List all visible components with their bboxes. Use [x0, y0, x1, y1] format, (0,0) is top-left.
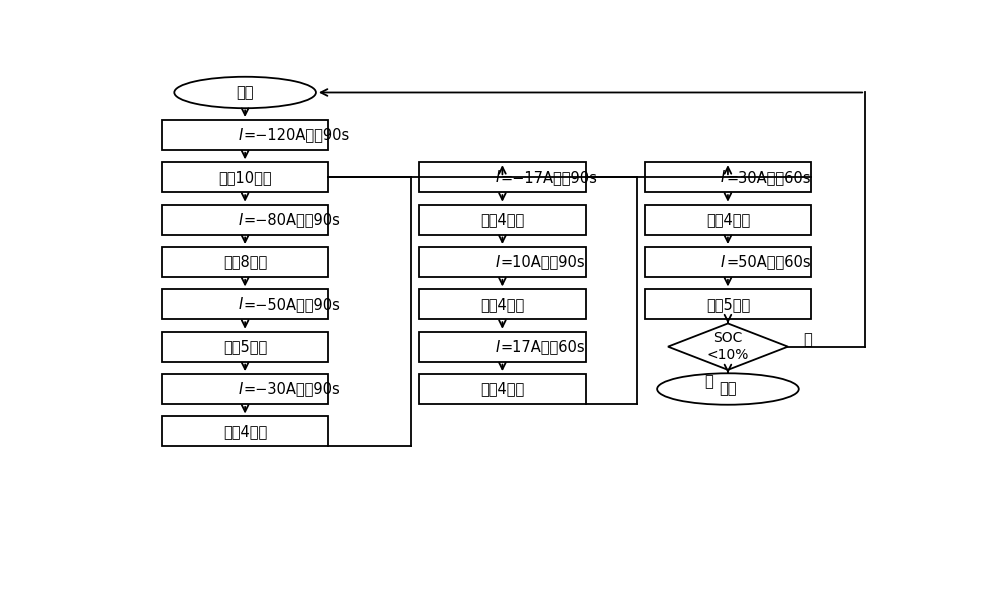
Text: $I$: $I$	[495, 169, 501, 185]
FancyBboxPatch shape	[162, 120, 328, 150]
FancyBboxPatch shape	[419, 205, 586, 234]
FancyBboxPatch shape	[162, 162, 328, 192]
Text: $I$: $I$	[495, 338, 501, 355]
Text: =50A充电60s: =50A充电60s	[726, 254, 811, 270]
Text: =10A充电90s: =10A充电90s	[501, 254, 586, 270]
Text: 静置4分钟: 静置4分钟	[480, 297, 525, 312]
Text: 开始: 开始	[236, 85, 254, 100]
FancyBboxPatch shape	[419, 374, 586, 404]
Text: =−120A放电90s: =−120A放电90s	[244, 127, 350, 142]
Text: $I$: $I$	[720, 254, 726, 270]
FancyBboxPatch shape	[162, 374, 328, 404]
FancyBboxPatch shape	[645, 162, 811, 192]
Text: 否: 否	[803, 332, 812, 347]
FancyBboxPatch shape	[419, 247, 586, 277]
Text: =17A充电60s: =17A充电60s	[501, 339, 586, 354]
Text: =−80A放电90s: =−80A放电90s	[244, 212, 340, 227]
FancyBboxPatch shape	[162, 332, 328, 362]
Text: $I$: $I$	[720, 169, 726, 185]
Text: 静置4分钟: 静置4分钟	[480, 382, 525, 396]
FancyBboxPatch shape	[645, 205, 811, 234]
Text: 结束: 结束	[719, 382, 737, 396]
Ellipse shape	[657, 373, 799, 405]
FancyBboxPatch shape	[419, 162, 586, 192]
Text: 静置4分钟: 静置4分钟	[223, 424, 267, 439]
Text: $I$: $I$	[495, 254, 501, 270]
FancyBboxPatch shape	[162, 247, 328, 277]
Text: 静置5分钟: 静置5分钟	[223, 339, 267, 354]
Text: $I$: $I$	[238, 381, 244, 397]
Text: =30A充电60s: =30A充电60s	[726, 170, 811, 185]
Text: =−17A放电90s: =−17A放电90s	[501, 170, 598, 185]
FancyBboxPatch shape	[162, 416, 328, 446]
FancyBboxPatch shape	[419, 289, 586, 319]
Text: $I$: $I$	[238, 127, 244, 143]
Polygon shape	[668, 324, 788, 370]
Ellipse shape	[174, 77, 316, 108]
Text: 是: 是	[704, 374, 713, 389]
Text: 静置5分钟: 静置5分钟	[706, 297, 750, 312]
Text: =−50A放电90s: =−50A放电90s	[244, 297, 340, 312]
Text: 静置4分钟: 静置4分钟	[480, 212, 525, 227]
Text: $I$: $I$	[238, 212, 244, 228]
FancyBboxPatch shape	[419, 332, 586, 362]
Text: =−30A放电90s: =−30A放电90s	[244, 382, 340, 396]
Text: 静置8分钟: 静置8分钟	[223, 254, 267, 270]
FancyBboxPatch shape	[162, 289, 328, 319]
FancyBboxPatch shape	[645, 247, 811, 277]
FancyBboxPatch shape	[645, 289, 811, 319]
Text: SOC
<10%: SOC <10%	[707, 331, 749, 362]
Text: 静置4分钟: 静置4分钟	[706, 212, 750, 227]
FancyBboxPatch shape	[162, 205, 328, 234]
Text: $I$: $I$	[238, 296, 244, 312]
Text: 静置10分钟: 静置10分钟	[218, 170, 272, 185]
